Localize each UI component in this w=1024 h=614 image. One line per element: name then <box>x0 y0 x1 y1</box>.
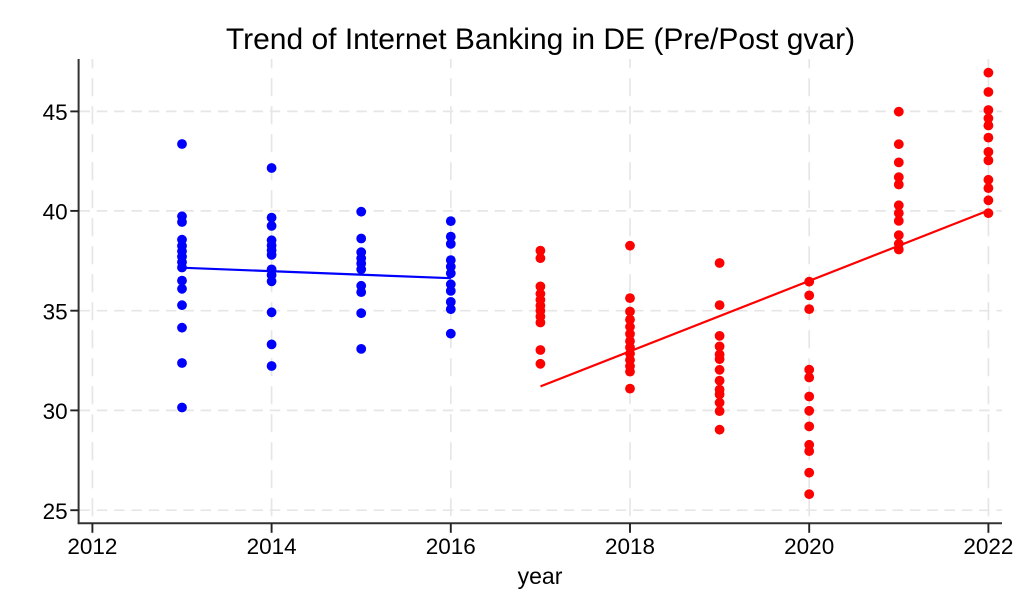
svg-text:2016: 2016 <box>426 534 476 559</box>
svg-text:2012: 2012 <box>67 534 117 559</box>
svg-text:year: year <box>518 563 563 589</box>
svg-text:25: 25 <box>43 499 68 524</box>
svg-text:2022: 2022 <box>963 534 1013 559</box>
svg-text:Trend of Internet Banking in D: Trend of Internet Banking in DE (Pre/Pos… <box>226 23 855 56</box>
svg-text:35: 35 <box>43 299 68 324</box>
svg-text:2014: 2014 <box>247 534 297 559</box>
svg-text:30: 30 <box>43 399 68 424</box>
svg-text:40: 40 <box>43 200 68 225</box>
svg-text:2018: 2018 <box>605 534 655 559</box>
svg-text:2020: 2020 <box>784 534 834 559</box>
svg-text:45: 45 <box>43 100 68 125</box>
